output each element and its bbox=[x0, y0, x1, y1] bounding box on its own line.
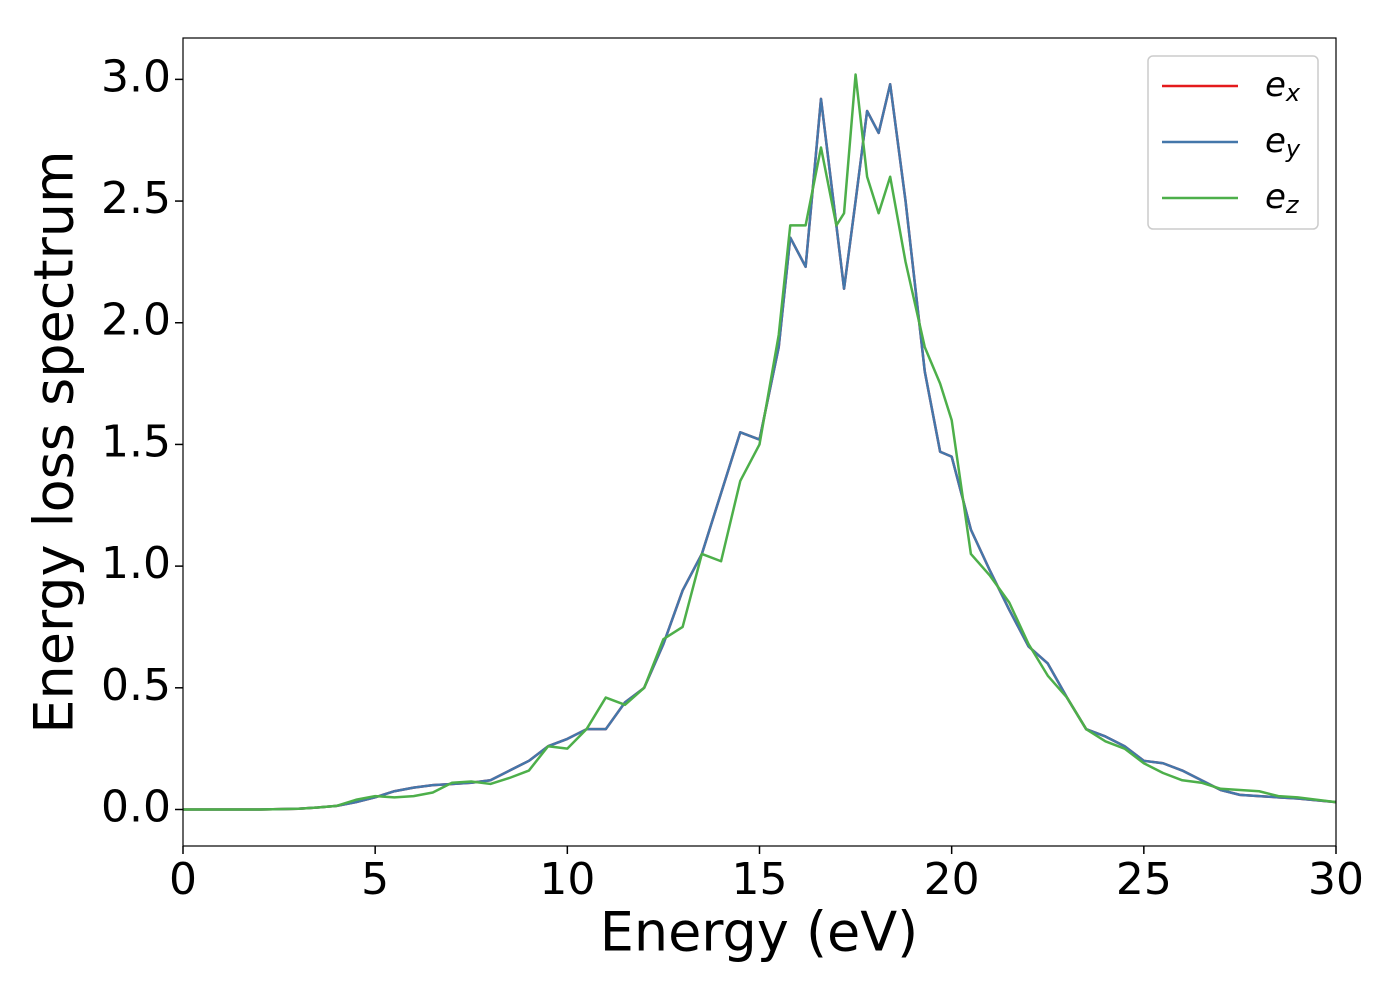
y-tick-label: 2.5 bbox=[101, 173, 171, 224]
x-tick-label: 0 bbox=[169, 854, 197, 905]
x-tick-label: 20 bbox=[924, 854, 980, 905]
series-line bbox=[183, 73, 1336, 811]
y-axis-label: Energy loss spectrum bbox=[23, 150, 86, 733]
x-tick-label: 15 bbox=[732, 854, 788, 905]
plot-frame bbox=[182, 37, 1337, 847]
legend-label: ey bbox=[1265, 121, 1301, 164]
y-tick-label: 0.5 bbox=[101, 660, 171, 711]
y-tick-label: 1.5 bbox=[101, 416, 171, 467]
x-tick-label: 30 bbox=[1308, 854, 1364, 905]
legend-label: ez bbox=[1265, 177, 1300, 220]
x-tick-label: 5 bbox=[361, 854, 389, 905]
y-tick-label: 1.0 bbox=[101, 538, 171, 589]
series-line bbox=[183, 82, 1336, 811]
y-tick-label: 2.0 bbox=[101, 295, 171, 346]
x-tick-label: 10 bbox=[539, 854, 595, 905]
y-tick-label: 0.0 bbox=[101, 781, 171, 832]
legend-label: ex bbox=[1265, 65, 1301, 108]
x-axis-label: Energy (eV) bbox=[600, 901, 919, 964]
x-tick-label: 25 bbox=[1116, 854, 1172, 905]
y-tick-label: 3.0 bbox=[101, 51, 171, 102]
